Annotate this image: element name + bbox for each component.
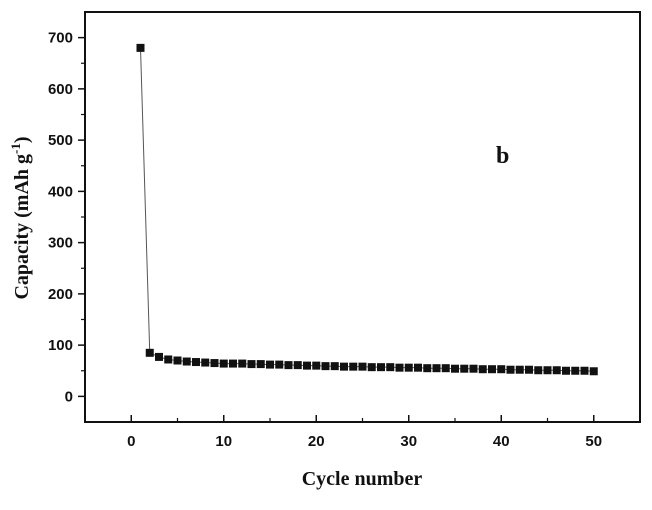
data-point [423, 364, 432, 373]
data-point [173, 356, 182, 365]
x-tick-label: 10 [215, 433, 232, 450]
y-tick-label: 200 [48, 286, 73, 303]
data-point [460, 364, 469, 373]
x-tick-label: 20 [308, 433, 325, 450]
y-tick-label: 300 [48, 235, 73, 252]
y-axis-label: Capacity (mAh g-1) [8, 136, 33, 299]
panel-label: b [496, 143, 509, 169]
data-point [441, 364, 450, 373]
data-point [358, 362, 367, 371]
x-tick-label: 40 [493, 433, 510, 450]
data-point [201, 358, 210, 367]
data-point [580, 366, 589, 375]
y-tick-label: 400 [48, 183, 73, 200]
data-point [589, 367, 598, 376]
data-point [284, 361, 293, 370]
data-point [266, 360, 274, 369]
x-tick-label: 0 [127, 433, 135, 450]
y-tick-label: 600 [48, 81, 73, 98]
data-point [340, 362, 348, 371]
data-point [562, 366, 570, 375]
data-point [229, 359, 237, 368]
y-tick-label: 100 [48, 337, 73, 354]
data-point [506, 365, 515, 374]
series-line [140, 47, 594, 372]
data-point [525, 365, 533, 374]
data-point [145, 348, 154, 357]
data-point [238, 359, 247, 368]
data-point [155, 352, 163, 361]
data-point [543, 366, 552, 375]
data-point [182, 357, 191, 366]
x-axis-label: Cycle number [302, 468, 423, 490]
data-point [210, 359, 219, 368]
x-tick-label: 30 [400, 433, 417, 450]
y-axis-label-end: ) [11, 136, 33, 143]
data-point [478, 365, 487, 374]
data-point [469, 364, 478, 373]
data-point [497, 365, 506, 374]
y-axis-label-main: Capacity (mAh g [11, 154, 33, 300]
y-axis-label-superscript: -1 [8, 143, 23, 154]
data-point [386, 363, 395, 372]
data-point [303, 361, 311, 370]
data-point [571, 366, 580, 375]
data-point [136, 43, 145, 52]
data-point [432, 364, 441, 373]
data-point [395, 363, 404, 372]
data-point [247, 360, 256, 369]
data-point [256, 360, 265, 369]
data-point [414, 363, 422, 372]
y-tick-label: 500 [48, 132, 73, 149]
data-point [404, 363, 413, 372]
data-point [164, 355, 173, 364]
data-point [321, 362, 330, 371]
data-point [219, 359, 228, 368]
data-point [534, 366, 543, 375]
data-series [136, 43, 598, 376]
axis-ticks [78, 36, 595, 422]
y-tick-label: 0 [65, 388, 73, 405]
data-point [293, 361, 302, 370]
data-point [330, 362, 339, 371]
data-point [349, 362, 358, 371]
data-point [275, 360, 284, 369]
data-point [192, 358, 200, 367]
data-point [377, 363, 385, 372]
data-point [488, 365, 496, 374]
data-point [367, 363, 376, 372]
data-point [552, 366, 561, 375]
data-point [312, 361, 321, 370]
data-point [515, 365, 524, 374]
x-tick-label: 50 [585, 433, 602, 450]
y-tick-label: 700 [48, 30, 73, 47]
data-point [451, 364, 459, 373]
